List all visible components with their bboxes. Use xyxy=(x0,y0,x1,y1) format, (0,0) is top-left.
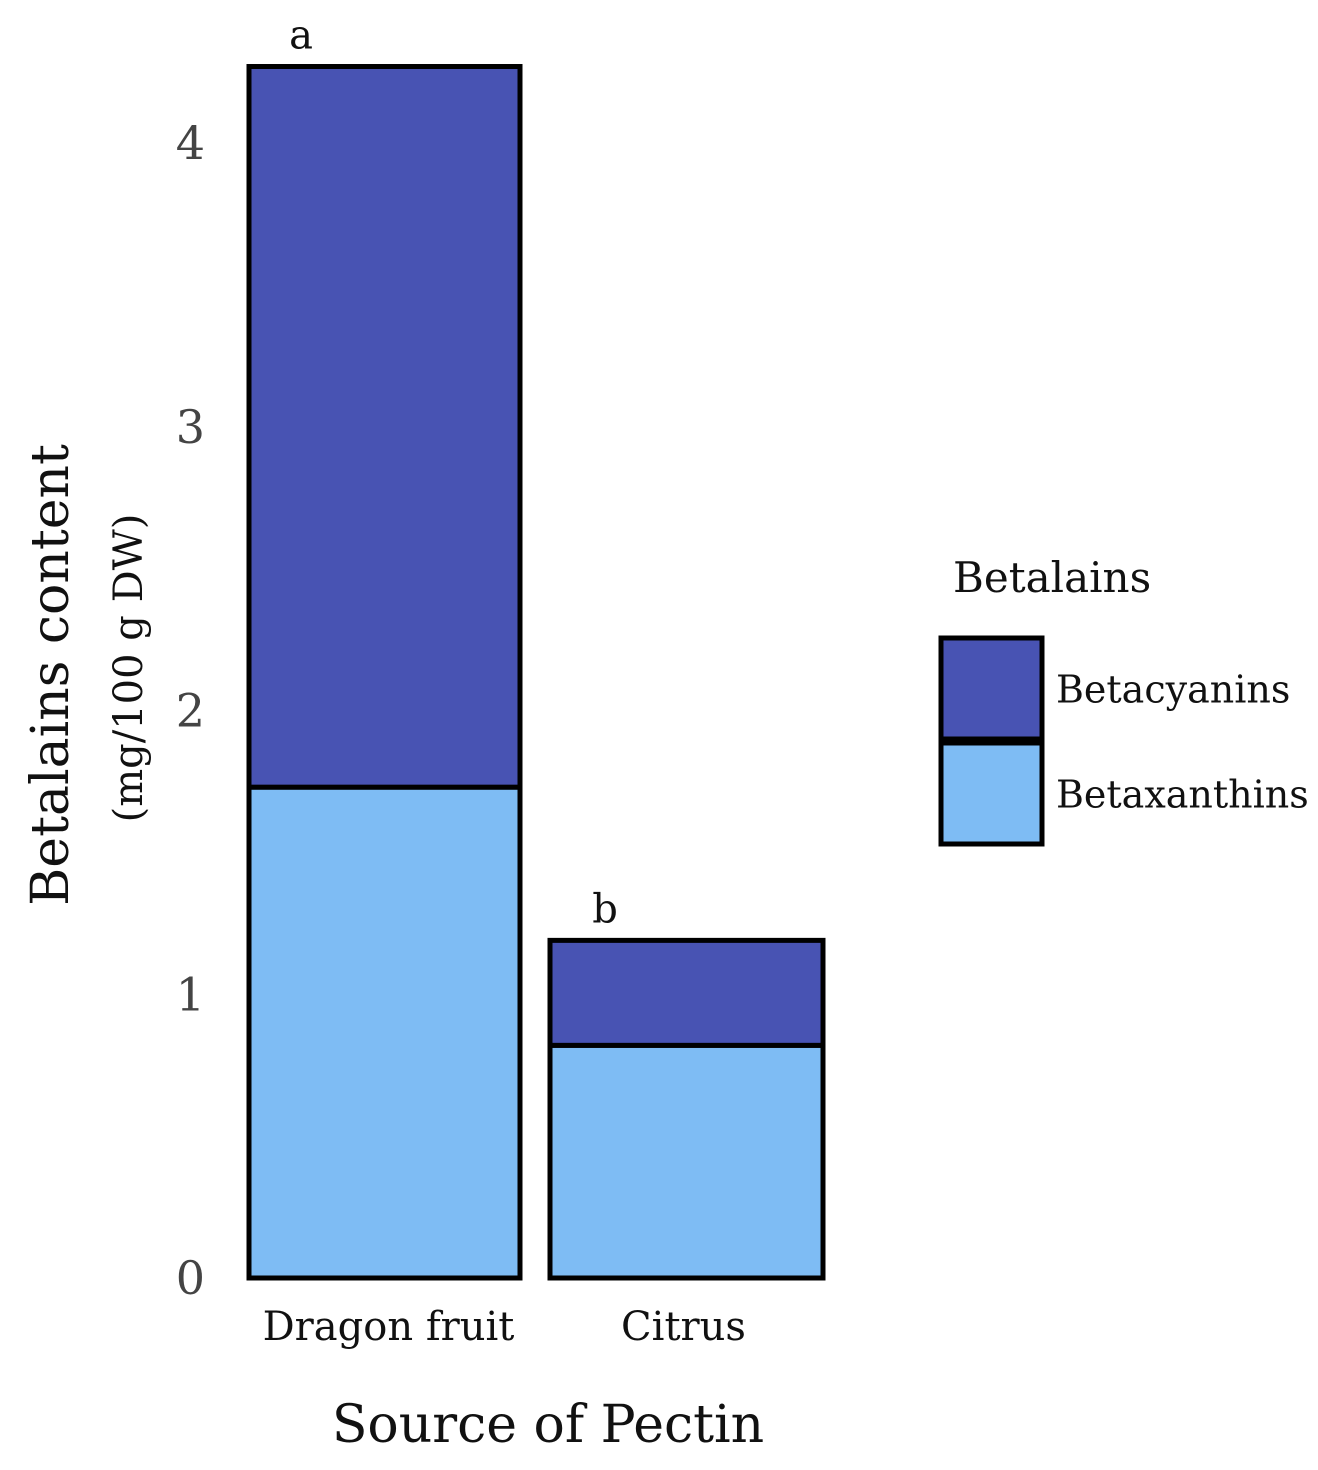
legend-label: Betacyanins xyxy=(1056,668,1290,712)
y-tick-label: 4 xyxy=(176,116,205,170)
significance-labels: ab xyxy=(289,13,618,933)
x-tick-label: Dragon fruit xyxy=(263,1304,515,1350)
legend-title: Betalains xyxy=(953,553,1151,602)
x-axis-title: Source of Pectin xyxy=(332,1395,764,1455)
bars xyxy=(246,64,826,1281)
legend-swatch-betacyanins xyxy=(938,635,1045,742)
x-tick-label: Citrus xyxy=(621,1304,746,1350)
y-axis-unit: (mg/100 g DW) xyxy=(106,514,152,823)
y-tick-label: 3 xyxy=(176,400,205,454)
legend-swatch-betaxanthins xyxy=(938,740,1045,847)
x-axis-tick-labels: Dragon fruit Citrus xyxy=(263,1304,746,1350)
y-axis-ticks: 0 1 2 3 4 xyxy=(176,116,205,1305)
bar-segment-betacyanins xyxy=(547,937,826,1048)
bar-segment-betaxanthins xyxy=(246,784,523,1281)
y-tick-label: 1 xyxy=(176,967,205,1021)
significance-label: b xyxy=(592,886,618,932)
legend-entries: Betacyanins Betaxanthins xyxy=(938,635,1309,847)
legend: Betalains Betacyanins Betaxanthins xyxy=(938,553,1309,847)
y-tick-label: 0 xyxy=(176,1251,205,1305)
y-tick-label: 2 xyxy=(176,684,205,738)
legend-label: Betaxanthins xyxy=(1056,773,1309,817)
y-axis-title: Betalains content xyxy=(21,444,81,906)
significance-label: a xyxy=(289,13,313,59)
bar-segment-betacyanins xyxy=(246,64,523,790)
bar-segment-betaxanthins xyxy=(547,1042,826,1281)
